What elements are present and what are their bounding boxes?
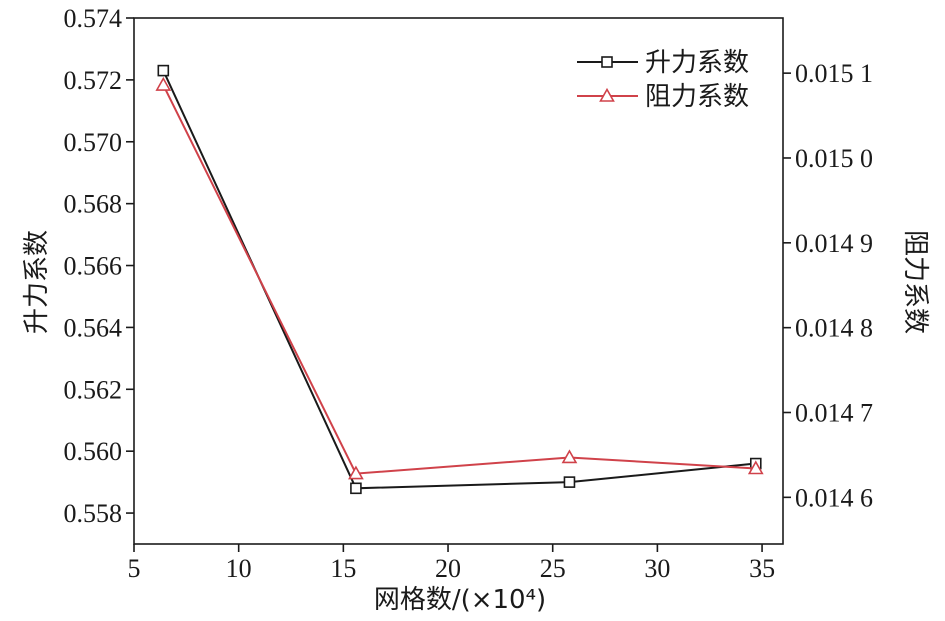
right-y-tick-label: 0.014 9 bbox=[795, 229, 873, 258]
left-y-tick-label: 0.566 bbox=[64, 252, 123, 281]
x-tick-label: 15 bbox=[330, 554, 356, 583]
right-y-tick-label: 0.014 6 bbox=[795, 483, 873, 512]
right-y-tick-label: 0.015 1 bbox=[795, 59, 873, 88]
drag-series-line bbox=[162, 84, 756, 475]
lift-data-point bbox=[563, 476, 576, 488]
drag-data-point bbox=[561, 449, 578, 464]
x-axis-title: 网格数/(×10⁴) bbox=[374, 585, 546, 615]
x-tick-label: 25 bbox=[540, 554, 566, 583]
right-y-tick-label: 0.015 0 bbox=[795, 144, 873, 173]
legend-drag-marker bbox=[599, 87, 615, 102]
left-y-tick-label: 0.574 bbox=[64, 4, 123, 33]
left-y-axis-title: 升力系数 bbox=[22, 230, 52, 334]
left-y-tick-label: 0.572 bbox=[64, 66, 123, 95]
x-tick-label: 10 bbox=[226, 554, 252, 583]
x-tick-label: 35 bbox=[749, 554, 775, 583]
right-y-tick-label: 0.014 8 bbox=[795, 314, 873, 343]
x-tick-label: 20 bbox=[435, 554, 461, 583]
right-y-tick-label: 0.014 7 bbox=[795, 399, 873, 428]
plot-frame bbox=[133, 17, 784, 545]
left-y-tick-label: 0.558 bbox=[64, 499, 123, 528]
left-y-tick-label: 0.564 bbox=[64, 313, 123, 342]
drag-data-point bbox=[348, 465, 364, 480]
left-y-tick-label: 0.570 bbox=[64, 128, 123, 157]
right-y-axis-title: 阻力系数 bbox=[900, 230, 930, 334]
lift-data-point bbox=[157, 64, 170, 77]
lift-series-line bbox=[162, 70, 756, 490]
legend-lift-marker bbox=[601, 56, 613, 68]
x-tick-label: 30 bbox=[644, 554, 670, 583]
left-y-tick-label: 0.568 bbox=[64, 190, 123, 219]
drag-data-point bbox=[155, 76, 172, 91]
legend-drag-label: 阻力系数 bbox=[645, 82, 749, 112]
legend-lift-label: 升力系数 bbox=[645, 48, 749, 78]
left-y-tick-label: 0.562 bbox=[64, 375, 123, 404]
drag-data-point bbox=[747, 460, 764, 475]
left-y-tick-label: 0.560 bbox=[64, 437, 123, 466]
lift-data-point bbox=[350, 482, 362, 495]
x-tick-label: 5 bbox=[128, 554, 141, 583]
